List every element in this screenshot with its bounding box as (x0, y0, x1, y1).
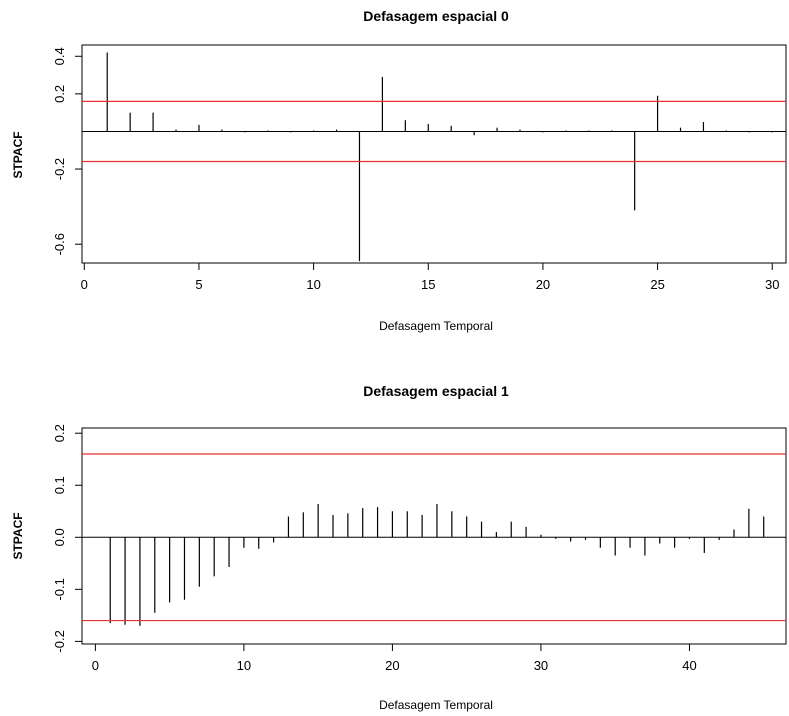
x-tick-label: 15 (421, 277, 435, 292)
y-tick-label: -0.6 (52, 233, 67, 255)
y-tick-label: -0.2 (52, 158, 67, 180)
x-tick-label: 0 (92, 658, 99, 673)
chart-spatial-lag-1: Defasagem espacial 1 0 10 20 30 40 0.2 0.1 0.0… (11, 383, 787, 712)
x-tick-label: 40 (682, 658, 696, 673)
y-axis: 0.2 0.1 0.0 -0.1 -0.2 (52, 424, 82, 653)
chart-spatial-lag-0: Defasagem espacial 0 0 5 10 15 20 25 30 0.4 0.2… (11, 8, 787, 333)
y-axis-label: STPACF (11, 131, 25, 178)
x-tick-label: 20 (536, 277, 550, 292)
y-tick-label: -0.2 (52, 630, 67, 652)
confidence-bounds (82, 453, 786, 622)
x-axis: 0 5 10 15 20 25 30 (81, 263, 779, 292)
chart-title: Defasagem espacial 0 (363, 8, 509, 24)
y-tick-label: -0.1 (52, 578, 67, 600)
y-axis: 0.4 0.2 -0.2 -0.6 (52, 47, 82, 255)
chart-title: Defasagem espacial 1 (363, 383, 509, 399)
plot-frame (81, 44, 787, 264)
x-axis: 0 10 20 30 40 (92, 644, 697, 673)
confidence-bounds (82, 100, 786, 163)
x-tick-label: 10 (306, 277, 320, 292)
x-tick-label: 30 (765, 277, 779, 292)
plot-frame (81, 427, 787, 645)
bars (109, 503, 765, 626)
x-tick-label: 25 (650, 277, 664, 292)
y-tick-label: 0.2 (52, 85, 67, 103)
y-tick-label: 0.2 (52, 424, 67, 442)
x-tick-label: 0 (81, 277, 88, 292)
x-tick-label: 5 (195, 277, 202, 292)
y-axis-label: STPACF (11, 512, 25, 559)
x-tick-label: 30 (534, 658, 548, 673)
x-axis-label: Defasagem Temporal (379, 698, 493, 712)
x-tick-label: 20 (385, 658, 399, 673)
y-tick-label: 0.0 (52, 528, 67, 546)
y-tick-label: 0.1 (52, 476, 67, 494)
bars (106, 52, 773, 262)
y-tick-label: 0.4 (52, 47, 67, 65)
x-tick-label: 10 (237, 658, 251, 673)
x-axis-label: Defasagem Temporal (379, 319, 493, 333)
